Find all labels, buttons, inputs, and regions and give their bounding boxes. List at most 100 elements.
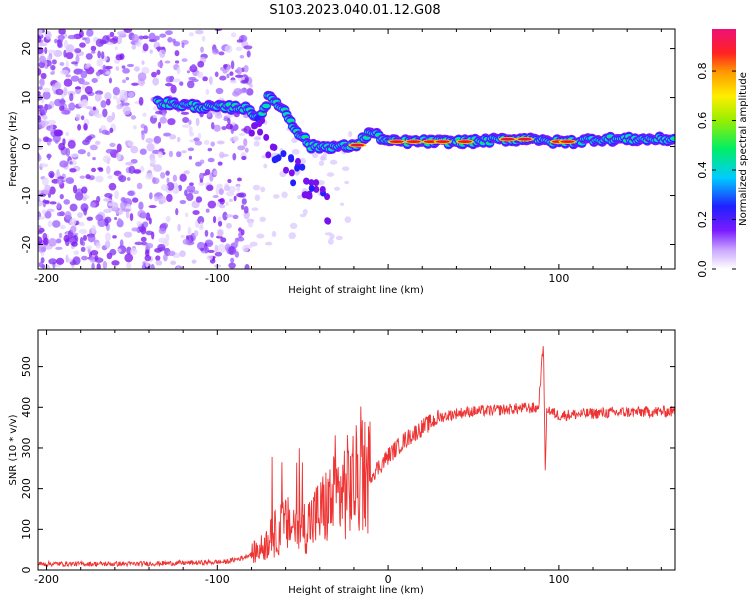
noise-blob	[55, 246, 63, 251]
spectrogram-ytick-label: 10	[20, 91, 33, 105]
spectrogram-x-label: Height of straight line (km)	[288, 285, 424, 296]
noise-blob	[63, 86, 68, 96]
spectrogram-ytick-label: -10	[20, 187, 33, 205]
noise-blob	[151, 71, 157, 78]
colorbar-tick-label: 0.4	[696, 161, 709, 179]
noise-blob	[318, 160, 325, 166]
noise-blob	[72, 256, 81, 265]
noise-blob	[45, 264, 51, 269]
noise-blob	[232, 214, 239, 220]
noise-blob	[248, 220, 254, 228]
noise-blob	[126, 262, 132, 269]
spectrogram-xtick-label: 100	[548, 272, 569, 285]
noise-blob	[159, 49, 166, 58]
noise-blob	[227, 178, 232, 184]
snr-xtick-label: -100	[205, 573, 230, 586]
noise-blob	[104, 65, 113, 70]
noise-blob	[213, 124, 221, 132]
noise-blob	[161, 222, 169, 229]
noise-blob	[102, 108, 108, 118]
noise-blob	[238, 227, 242, 232]
noise-blob	[210, 231, 214, 238]
noise-blob	[165, 233, 170, 242]
noise-blob	[122, 105, 131, 115]
noise-blob	[130, 145, 139, 154]
noise-blob	[95, 38, 104, 48]
noise-blob	[214, 251, 223, 257]
noise-blob	[165, 215, 171, 223]
noise-blob	[232, 135, 239, 142]
noise-blob	[51, 59, 57, 65]
noise-blob	[38, 35, 42, 43]
noise-blob	[207, 147, 213, 152]
noise-blob	[181, 42, 185, 49]
noise-blob	[115, 66, 120, 71]
noise-blob	[94, 140, 101, 146]
noise-blob	[85, 105, 93, 110]
noise-blob	[105, 98, 111, 106]
noise-blob	[40, 107, 48, 115]
noise-blob	[75, 113, 81, 121]
noise-blob	[198, 181, 205, 186]
noise-blob	[157, 151, 163, 158]
noise-blob	[104, 240, 111, 249]
noise-blob	[207, 249, 215, 253]
noise-blob	[153, 135, 162, 144]
noise-blob	[79, 42, 86, 48]
noise-blob	[150, 263, 155, 269]
noise-blob	[181, 124, 190, 128]
noise-blob	[217, 244, 227, 253]
noise-blob	[65, 51, 74, 60]
noise-blob	[289, 222, 298, 230]
noise-blob	[145, 260, 149, 268]
noise-blob	[64, 211, 72, 220]
noise-blob	[42, 209, 46, 215]
noise-blob	[130, 158, 138, 164]
noise-blob	[38, 137, 42, 143]
noise-blob	[228, 246, 236, 256]
noise-blob	[65, 74, 71, 78]
snr-ytick-label: 500	[20, 356, 33, 377]
noise-blob	[251, 207, 259, 212]
noise-blob	[59, 193, 64, 200]
noise-blob	[74, 48, 82, 54]
noise-blob	[65, 177, 75, 184]
noise-blob	[92, 106, 97, 111]
noise-blob	[157, 121, 162, 129]
noise-blob	[120, 201, 127, 211]
noise-blob	[102, 35, 110, 44]
noise-blob	[116, 104, 123, 110]
noise-blob	[71, 241, 78, 247]
noise-blob	[65, 132, 70, 137]
noise-blob	[156, 69, 161, 75]
noise-blob	[145, 212, 151, 221]
noise-blob	[230, 60, 235, 70]
noise-blob	[116, 143, 122, 153]
noise-blob	[212, 48, 220, 55]
noise-blob	[164, 60, 171, 64]
noise-blob	[143, 125, 148, 134]
noise-blob	[176, 136, 181, 143]
noise-blob	[240, 229, 245, 236]
noise-blob	[201, 35, 206, 42]
noise-blob	[219, 75, 227, 81]
noise-blob	[162, 253, 168, 262]
noise-blob	[121, 65, 126, 69]
noise-blob	[139, 148, 147, 155]
noise-blob	[112, 95, 118, 100]
noise-blob	[228, 198, 233, 202]
noise-blob	[38, 216, 46, 220]
ridge-branch	[248, 129, 255, 137]
noise-blob	[76, 68, 84, 73]
noise-blob	[243, 65, 249, 73]
noise-blob	[158, 200, 164, 205]
noise-blob	[80, 203, 89, 212]
noise-blob	[58, 142, 66, 151]
noise-blob	[240, 204, 245, 210]
snr-ytick-label: 200	[20, 478, 33, 499]
spectrogram-xtick-label: -200	[34, 272, 59, 285]
noise-blob	[170, 84, 177, 94]
ridge-cell	[670, 137, 675, 140]
noise-blob	[204, 245, 209, 254]
noise-blob	[220, 153, 229, 158]
